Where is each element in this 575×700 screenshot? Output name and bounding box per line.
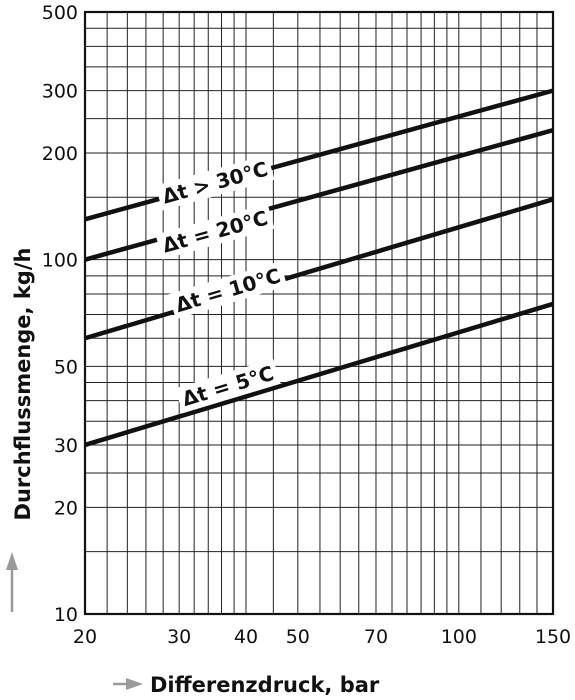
series-line-4: [84, 301, 554, 448]
y-tick-label: 300: [42, 81, 78, 103]
series-label-1: Δt > 30°C: [160, 157, 271, 209]
grid: [84, 11, 554, 615]
series-label-group-2: Δt = 20°C: [155, 203, 275, 260]
series-label-3: Δt = 10°C: [173, 263, 284, 317]
series-label-bg: [155, 203, 275, 260]
series-label-group-1: Δt > 30°C: [155, 154, 275, 211]
y-tick-label: 200: [42, 143, 78, 165]
plot-frame: [83, 10, 555, 616]
y-tick-label: 100: [42, 250, 78, 272]
x-tick-label: 30: [167, 626, 191, 648]
series-label-bg: [155, 154, 275, 211]
x-tick-label: 40: [234, 626, 258, 648]
x-tick-label: 70: [364, 626, 388, 648]
y-tick-label: 50: [54, 356, 78, 378]
y-tick-label: 20: [54, 497, 78, 519]
x-tick-label: 50: [286, 626, 310, 648]
y-tick-label: 30: [54, 435, 78, 457]
x-tick-label: 100: [441, 626, 477, 648]
y-tick-label: 500: [42, 2, 78, 24]
series-label-bg: [175, 358, 281, 414]
x-tick-label: 150: [535, 626, 571, 648]
series-label-2: Δt = 20°C: [160, 206, 271, 258]
series-line-1: [84, 88, 554, 222]
series-line-3: [84, 197, 554, 341]
x-axis-title: Differenzdruck, bar: [150, 673, 380, 697]
series-lines: [84, 88, 554, 448]
y-axis-title: Durchflussmenge, kg/h: [11, 248, 35, 521]
y-axis-arrow-head: [6, 552, 18, 570]
y-tick-label: 10: [54, 604, 78, 626]
series-line-2: [84, 127, 554, 262]
x-axis-arrow-head: [126, 678, 143, 690]
x-tick-label: 20: [73, 626, 97, 648]
series-label-group-4: Δt = 5°C: [175, 358, 281, 414]
series-label-bg: [168, 261, 288, 320]
series-label-group-3: Δt = 10°C: [168, 261, 288, 320]
series-labels: Δt > 30°CΔt = 20°CΔt = 10°C Δt = 5°C: [155, 154, 288, 414]
